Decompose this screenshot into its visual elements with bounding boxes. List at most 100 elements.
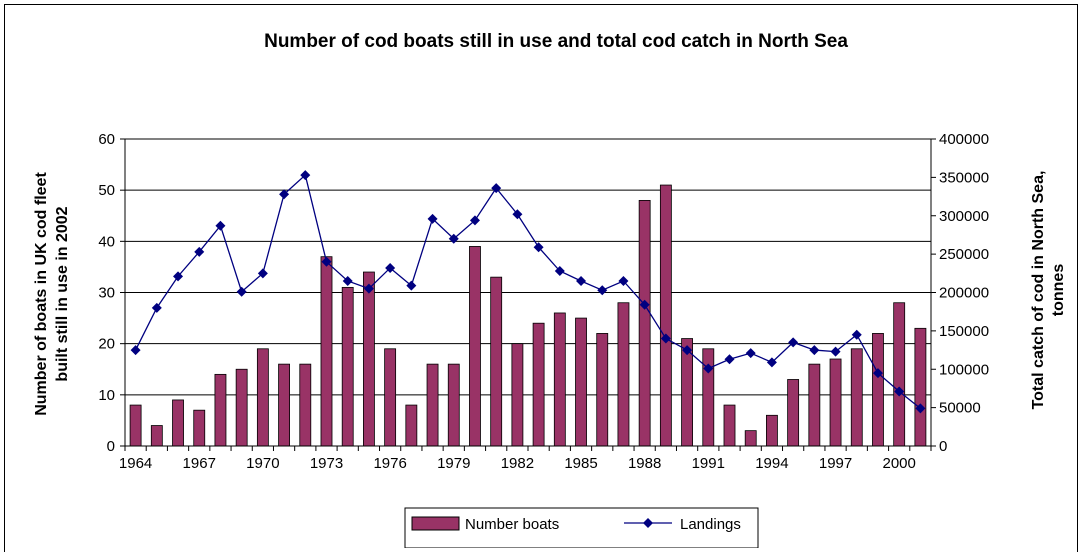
landings-point bbox=[427, 213, 438, 224]
landings-point bbox=[830, 346, 841, 357]
landings-point bbox=[915, 403, 926, 414]
bar bbox=[150, 425, 163, 447]
bar bbox=[193, 409, 206, 447]
left-tick-label: 40 bbox=[98, 233, 115, 250]
bar bbox=[850, 348, 863, 447]
legend-label-bars: Number boats bbox=[465, 516, 559, 533]
bar bbox=[341, 286, 354, 447]
x-tick-label: 1982 bbox=[501, 455, 534, 472]
landings-point bbox=[448, 233, 459, 244]
left-tick-label: 10 bbox=[98, 387, 115, 404]
bar bbox=[214, 373, 227, 447]
bar bbox=[447, 363, 460, 447]
x-tick-label: 1979 bbox=[437, 455, 470, 472]
left-axis-title-line2: built still in use in 2002 bbox=[54, 206, 71, 381]
bar bbox=[702, 348, 715, 447]
bar bbox=[469, 246, 481, 447]
landings-point bbox=[660, 333, 671, 344]
landings-point bbox=[851, 329, 862, 340]
left-axis-ticks: 0 10 20 30 40 50 60 bbox=[98, 131, 125, 455]
bar bbox=[256, 348, 269, 447]
right-tick-label: 200000 bbox=[939, 285, 989, 302]
bar bbox=[744, 430, 757, 447]
x-tick-label: 1973 bbox=[310, 455, 343, 472]
right-tick-label: 100000 bbox=[939, 361, 989, 378]
bar bbox=[532, 322, 545, 447]
landings-point bbox=[724, 354, 735, 365]
right-axis-title-line1: Total catch of cod in North Sea, bbox=[1030, 171, 1047, 410]
x-tick-label: 1970 bbox=[246, 455, 279, 472]
landings-point bbox=[512, 209, 523, 220]
left-tick-label: 60 bbox=[98, 131, 115, 148]
x-tick-label: 1985 bbox=[564, 455, 597, 472]
right-axis-ticks: 0 50000 100000 150000 200000 250000 300000 3500… bbox=[931, 131, 989, 455]
bar bbox=[405, 404, 418, 447]
bar bbox=[893, 302, 906, 447]
left-tick-label: 30 bbox=[98, 285, 115, 302]
landings-point bbox=[385, 262, 396, 273]
bar bbox=[553, 312, 566, 447]
left-tick-label: 50 bbox=[98, 182, 115, 199]
left-tick-label: 0 bbox=[107, 438, 115, 455]
landings-point bbox=[236, 286, 247, 297]
left-axis-title-line1: Number of boats in UK cod fleet bbox=[33, 172, 50, 416]
bar bbox=[787, 379, 800, 447]
bar bbox=[808, 363, 821, 447]
bar bbox=[320, 256, 333, 447]
legend-label-landings: Landings bbox=[680, 516, 741, 533]
x-tick-label: 1994 bbox=[755, 455, 788, 472]
bar bbox=[638, 199, 651, 447]
x-tick-label: 1997 bbox=[819, 455, 852, 472]
landings-point bbox=[554, 266, 565, 277]
landings-point bbox=[406, 280, 417, 291]
right-tick-label: 150000 bbox=[939, 323, 989, 340]
x-tick-label: 1988 bbox=[628, 455, 661, 472]
landings-point bbox=[597, 285, 608, 296]
legend: Number boats Landings bbox=[404, 507, 759, 548]
landings-point bbox=[194, 246, 205, 257]
landings-point bbox=[363, 283, 374, 294]
bar bbox=[426, 363, 439, 447]
bar bbox=[766, 414, 778, 447]
x-tick-label: 2000 bbox=[882, 455, 915, 472]
x-tick-label: 1964 bbox=[119, 455, 152, 472]
landings-point bbox=[151, 302, 162, 313]
landings-point bbox=[130, 345, 141, 356]
landings-point bbox=[257, 268, 268, 279]
chart-frame bbox=[4, 4, 1078, 552]
legend-marker-landings bbox=[643, 518, 653, 528]
bar bbox=[617, 302, 630, 447]
landings-point bbox=[300, 170, 311, 181]
legend-swatch-bars bbox=[411, 516, 460, 531]
landings-point bbox=[788, 337, 799, 348]
landings-point bbox=[809, 345, 820, 356]
bar bbox=[575, 317, 587, 447]
landings-point bbox=[342, 275, 353, 286]
landings-point bbox=[872, 368, 883, 379]
landings-point bbox=[321, 256, 332, 267]
bar bbox=[490, 276, 503, 447]
landings-point bbox=[469, 215, 480, 226]
bar bbox=[914, 327, 927, 447]
bar bbox=[723, 404, 736, 447]
bar bbox=[829, 358, 842, 447]
x-axis-ticks: 1964 1967 1970 1973 1976 1979 1982 1985 1988 1991… bbox=[119, 455, 916, 472]
right-tick-label: 50000 bbox=[939, 400, 981, 417]
right-tick-label: 350000 bbox=[939, 169, 989, 186]
right-tick-label: 0 bbox=[939, 438, 947, 455]
left-tick-label: 20 bbox=[98, 336, 115, 353]
chart-title: Number of cod boats still in use and tot… bbox=[264, 31, 848, 52]
bar bbox=[384, 348, 397, 447]
landings-point bbox=[766, 357, 777, 368]
right-tick-label: 250000 bbox=[939, 246, 989, 263]
landings-point bbox=[491, 183, 502, 194]
x-tick-label: 1967 bbox=[183, 455, 216, 472]
x-tick-label: 1976 bbox=[373, 455, 406, 472]
bar bbox=[511, 343, 524, 447]
bar bbox=[363, 271, 375, 447]
bar bbox=[596, 333, 609, 447]
landings-point bbox=[618, 275, 629, 286]
bar-series bbox=[129, 184, 927, 447]
right-axis-title-line2: tonnes bbox=[1050, 264, 1067, 317]
